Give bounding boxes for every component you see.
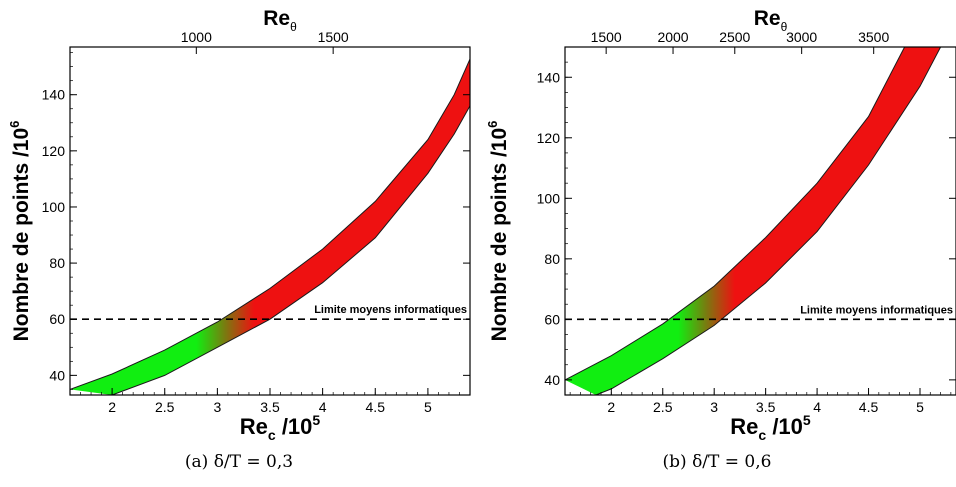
chart-panel-a: Limite moyens informatiques 2 2.5 3 3.5 4 4.5 5… bbox=[0, 0, 478, 453]
x-tick-label: 2.5 bbox=[155, 399, 175, 415]
y-tick-label: 80 bbox=[49, 255, 65, 271]
y-tick-label: 100 bbox=[537, 190, 561, 206]
y-tick-label: 40 bbox=[49, 367, 65, 383]
x-tick-label: 5 bbox=[916, 399, 924, 415]
y-tick-label: 40 bbox=[544, 372, 560, 388]
x-tick-label: 2 bbox=[607, 399, 615, 415]
chart-panel-b: Limite moyens informatiques 2 2.5 3 3.5 4 4.5 5… bbox=[478, 0, 956, 453]
band-lower-edge bbox=[111, 105, 470, 395]
x-tick-label: 4.5 bbox=[859, 399, 879, 415]
y-tick-label: 60 bbox=[544, 311, 560, 327]
x-tick-label: 3 bbox=[710, 399, 718, 415]
x-axis-title: Rec /105 bbox=[240, 412, 321, 443]
chart-svg-b: Limite moyens informatiques 2 2.5 3 3.5 4 4.5 5… bbox=[485, 7, 956, 443]
band-group bbox=[70, 57, 470, 395]
top-tick-label: 3000 bbox=[786, 29, 817, 45]
chart-svg-a: Limite moyens informatiques 2 2.5 3 3.5 4 4.5 5… bbox=[7, 7, 471, 443]
x-tick-label: 4 bbox=[319, 399, 327, 415]
x-tick-label: 3.5 bbox=[756, 399, 776, 415]
y-tick-label: 140 bbox=[537, 69, 561, 85]
x-tick-label: 5 bbox=[424, 399, 432, 415]
y-axis-title: Nombre de points /106 bbox=[7, 121, 33, 342]
y-tick-label: 100 bbox=[42, 199, 66, 215]
limit-line-label: Limite moyens informatiques bbox=[314, 304, 467, 316]
top-axis-title: Reθ bbox=[754, 7, 788, 34]
plot-frame bbox=[564, 46, 956, 396]
top-tick-label: 1500 bbox=[318, 29, 349, 45]
x-axis-title: Rec /105 bbox=[730, 412, 811, 443]
top-tick-label: 1500 bbox=[591, 29, 622, 45]
top-tick-label: 1000 bbox=[181, 29, 212, 45]
limit-line-label: Limite moyens informatiques bbox=[800, 304, 953, 316]
top-tick-label: 2000 bbox=[657, 29, 688, 45]
y-axis-title: Nombre de points /106 bbox=[485, 121, 511, 342]
top-tick-label: 2500 bbox=[719, 29, 750, 45]
y-tick-label: 140 bbox=[42, 87, 66, 103]
mesh-points-band bbox=[70, 58, 470, 395]
y-tick-label: 80 bbox=[544, 251, 560, 267]
plot-frame bbox=[69, 46, 471, 396]
x-tick-label: 2.5 bbox=[653, 399, 673, 415]
caption-b: (b) δ/T = 0,6 bbox=[662, 452, 772, 472]
y-tick-label: 120 bbox=[537, 130, 561, 146]
band-group bbox=[565, 47, 942, 395]
band-upper-edge bbox=[565, 47, 906, 381]
top-tick-label: 3500 bbox=[858, 29, 889, 45]
top-axis-title: Reθ bbox=[263, 7, 297, 34]
band-lower-edge bbox=[595, 47, 942, 395]
x-tick-label: 3 bbox=[213, 399, 221, 415]
mesh-points-band bbox=[565, 47, 941, 395]
x-tick-label: 2 bbox=[108, 399, 116, 415]
band-upper-edge bbox=[70, 57, 470, 390]
x-tick-label: 3.5 bbox=[260, 399, 280, 415]
y-tick-label: 60 bbox=[49, 311, 65, 327]
x-tick-label: 4.5 bbox=[366, 399, 386, 415]
caption-a: (a) δ/T = 0,3 bbox=[184, 452, 294, 472]
x-tick-label: 4 bbox=[813, 399, 821, 415]
y-tick-label: 120 bbox=[42, 143, 66, 159]
